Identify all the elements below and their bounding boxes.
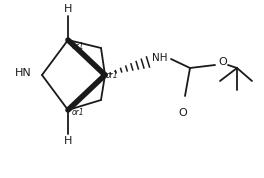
Text: or1: or1	[72, 42, 85, 51]
Text: O: O	[218, 57, 227, 67]
Text: or1: or1	[72, 108, 85, 117]
Text: H: H	[64, 4, 72, 14]
Text: or1: or1	[106, 71, 119, 80]
Text: NH: NH	[152, 53, 167, 63]
Text: HN: HN	[15, 68, 32, 78]
Text: H: H	[64, 136, 72, 146]
Text: O: O	[179, 108, 187, 118]
